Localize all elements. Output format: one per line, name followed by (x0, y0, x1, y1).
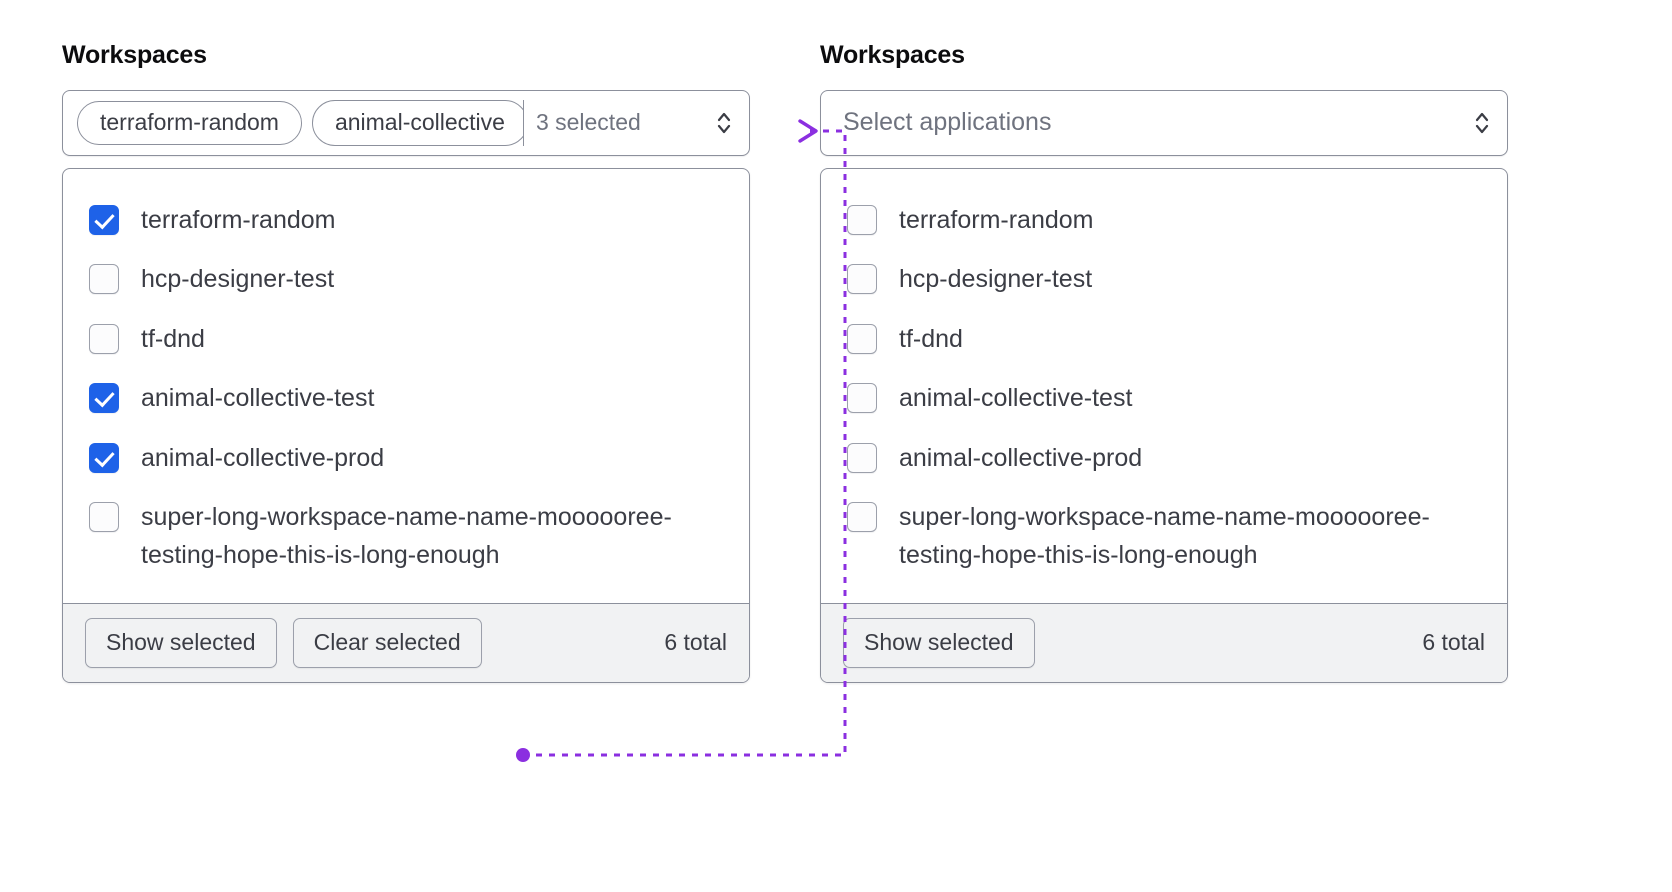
list-item[interactable]: super-long-workspace-name-name-moooooree… (63, 488, 749, 585)
clear-selected-button[interactable]: Clear selected (292, 618, 482, 668)
panel-applications-multiselect: Workspaces Select applications terraform… (820, 41, 1508, 683)
show-selected-button[interactable]: Show selected (843, 618, 1035, 668)
list-item[interactable]: terraform-random (63, 191, 749, 251)
list-item[interactable]: hcp-designer-test (63, 250, 749, 310)
applications-option-list: terraform-random hcp-designer-test tf-dn… (820, 167, 1508, 683)
total-count-label: 6 total (664, 629, 727, 656)
panel-workspaces-multiselect: Workspaces terraform-random animal-colle… (62, 41, 750, 683)
list-item-label: super-long-workspace-name-name-moooooree… (141, 503, 672, 569)
list-item[interactable]: animal-collective-test (63, 369, 749, 429)
checkbox-icon[interactable] (847, 383, 877, 413)
checkbox-icon[interactable] (847, 502, 877, 532)
list-item[interactable]: animal-collective-test (821, 369, 1507, 429)
annotation-arrowhead-icon (798, 119, 818, 143)
list-item-label: animal-collective-prod (141, 443, 385, 472)
chip-token[interactable]: terraform-random (77, 100, 302, 145)
checkbox-icon[interactable] (847, 442, 877, 473)
list-item-label: super-long-workspace-name-name-moooooree… (899, 503, 1430, 569)
list-item-label: terraform-random (899, 205, 1094, 234)
annotation-anchor-dot (516, 748, 530, 762)
checkbox-icon[interactable] (847, 323, 877, 354)
list-item-label: animal-collective-test (899, 384, 1133, 412)
chevron-up-down-icon[interactable] (715, 108, 733, 138)
option-list-body: terraform-random hcp-designer-test tf-dn… (821, 169, 1507, 603)
selected-chips: terraform-random animal-collective (77, 99, 524, 146)
list-item-label: tf-dnd (141, 324, 205, 353)
applications-select-box[interactable]: Select applications (820, 89, 1508, 156)
list-item-label: hcp-designer-test (141, 265, 335, 293)
chip-token-clipped-wrapper: animal-collective (311, 99, 524, 146)
list-item[interactable]: tf-dnd (63, 310, 749, 370)
list-item[interactable]: animal-collective-prod (821, 429, 1507, 489)
page-title: Workspaces (820, 41, 965, 69)
option-list-body: terraform-random hcp-designer-test tf-dn… (63, 169, 749, 603)
option-list-footer: Show selected 6 total (821, 603, 1507, 682)
list-item-label: animal-collective-test (141, 384, 375, 412)
checkbox-checked-icon[interactable] (89, 204, 119, 235)
checkbox-checked-icon[interactable] (89, 383, 119, 413)
total-count-label: 6 total (1422, 629, 1485, 656)
workspaces-select-box[interactable]: terraform-random animal-collective 3 sel… (62, 89, 750, 156)
list-item-label: hcp-designer-test (899, 265, 1093, 293)
checkbox-icon[interactable] (89, 502, 119, 532)
chevron-up-down-icon[interactable] (1473, 108, 1491, 138)
page-title: Workspaces (62, 41, 207, 69)
list-item[interactable]: tf-dnd (821, 310, 1507, 370)
list-item-label: animal-collective-prod (899, 443, 1143, 472)
checkbox-icon[interactable] (847, 264, 877, 294)
list-item[interactable]: super-long-workspace-name-name-moooooree… (821, 488, 1507, 585)
checkbox-icon[interactable] (89, 323, 119, 354)
option-list-footer: Show selected Clear selected 6 total (63, 603, 749, 682)
chip-token[interactable]: animal-collective (311, 99, 523, 146)
list-item[interactable]: animal-collective-prod (63, 429, 749, 489)
workspaces-option-list: terraform-random hcp-designer-test tf-dn… (62, 167, 750, 683)
list-item[interactable]: terraform-random (821, 191, 1507, 251)
checkbox-icon[interactable] (89, 264, 119, 294)
list-item[interactable]: hcp-designer-test (821, 250, 1507, 310)
checkbox-icon[interactable] (847, 204, 877, 235)
select-placeholder-label: Select applications (843, 108, 1052, 136)
selected-count-label: 3 selected (535, 109, 641, 135)
list-item-label: tf-dnd (899, 324, 963, 353)
show-selected-button[interactable]: Show selected (85, 618, 277, 668)
list-item-label: terraform-random (141, 205, 336, 234)
checkbox-checked-icon[interactable] (89, 442, 119, 473)
